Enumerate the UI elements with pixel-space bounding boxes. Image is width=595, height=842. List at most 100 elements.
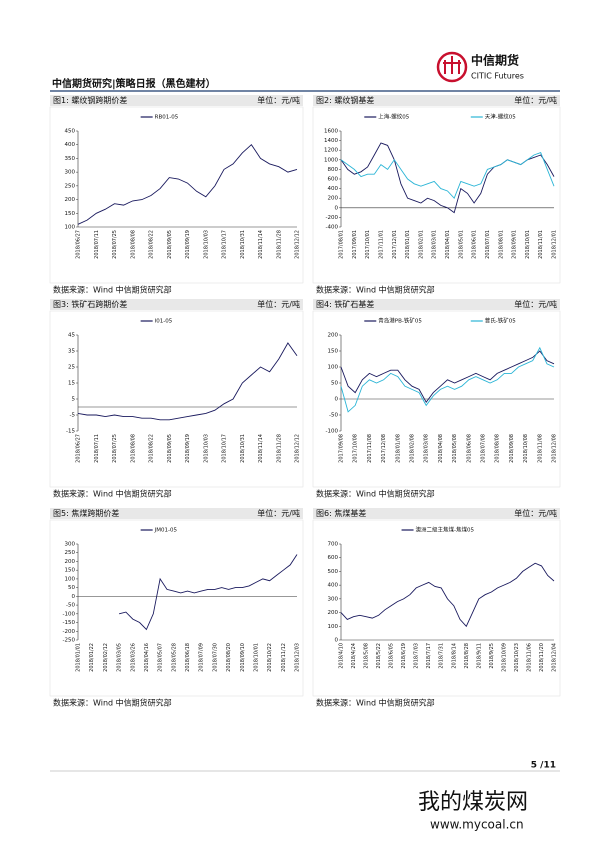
x-tick-label: 2018/06/18	[185, 643, 191, 672]
x-tick-label: 2018/6/19	[401, 643, 407, 669]
figure-source: 数据来源：Wind 中信期货研究部	[316, 489, 435, 499]
y-tick-label: 35	[68, 349, 75, 355]
series-line	[340, 346, 555, 413]
figure-title: 图4: 铁矿石基差	[316, 299, 374, 309]
series-line	[340, 152, 555, 200]
x-tick-label: 2018/09/10	[240, 643, 246, 672]
y-tick-label: 1000	[324, 157, 338, 163]
y-tick-label: 800	[328, 167, 339, 173]
x-tick-label: 2018/11/28	[276, 230, 282, 259]
y-tick-label: 300	[65, 170, 76, 176]
x-tick-label: 2018/01/08	[395, 434, 401, 463]
chart-frame	[49, 519, 304, 697]
x-tick-label: 2018/11/28	[276, 434, 282, 463]
x-tick-label: 2018/02/08	[410, 434, 416, 463]
series-line	[340, 350, 555, 404]
y-tick-label: 0	[335, 205, 339, 211]
x-tick-label: 2018/03/01	[432, 230, 438, 259]
legend-label: RB01-05	[155, 115, 179, 121]
y-tick-label: 600	[328, 555, 339, 561]
figure-source: 数据来源：Wind 中信期货研究部	[53, 489, 172, 499]
y-tick-label: 100	[65, 576, 76, 582]
y-tick-label: -250	[63, 638, 76, 644]
x-tick-label: 2018/08/08	[130, 230, 136, 259]
x-tick-label: 2018/10/23	[514, 643, 520, 672]
y-tick-label: 50	[331, 381, 338, 387]
legend-label: 青岛港PB-铁矿05	[378, 317, 422, 325]
series-line	[340, 142, 555, 214]
figure-title-bar	[313, 299, 560, 310]
figure-unit: 单位：元/吨	[514, 508, 557, 518]
x-tick-label: 2018/02/01	[418, 230, 424, 259]
y-tick-label: 150	[328, 349, 339, 355]
y-tick-label: 450	[65, 129, 76, 135]
y-tick-label: 100	[65, 225, 76, 231]
legend-label: 天津-螺纹05	[485, 113, 516, 121]
figure-unit: 单位：元/吨	[257, 508, 300, 518]
x-tick-label: 2018/11/12	[281, 643, 287, 672]
x-tick-label: 2018/03/26	[130, 643, 136, 672]
y-tick-label: 500	[328, 569, 339, 575]
page-number: 5 /11	[531, 761, 556, 771]
y-tick-label: 1400	[324, 138, 338, 144]
y-tick-label: -5	[70, 413, 76, 419]
y-tick-label: 100	[328, 624, 339, 630]
figure-source: 数据来源：Wind 中信期货研究部	[53, 698, 172, 708]
x-tick-label: 2018/05/07	[158, 643, 164, 672]
x-tick-label: 2018/08/22	[149, 434, 155, 463]
legend-label: 上海-螺纹05	[378, 113, 409, 121]
x-tick-label: 2017/10/08	[353, 434, 359, 463]
x-tick-label: 2018/07/01	[485, 230, 491, 259]
y-tick-label: 100	[328, 365, 339, 371]
y-tick-label: 0	[335, 397, 339, 403]
series-line	[77, 342, 298, 421]
x-tick-label: 2018/5/22	[376, 643, 382, 669]
legend-label: JM01-05	[154, 528, 178, 534]
x-tick-label: 2018/09/08	[509, 434, 515, 463]
x-tick-label: 2018/07/09	[199, 643, 205, 672]
x-tick-label: 2018/10/17	[222, 230, 228, 259]
chart-frame	[49, 310, 304, 488]
x-tick-label: 2018/12/12	[295, 230, 301, 259]
x-tick-label: 2018/7/31	[439, 643, 445, 669]
y-tick-label: 1200	[324, 148, 338, 154]
x-tick-label: 2018/03/05	[117, 643, 123, 672]
y-tick-label: 350	[65, 156, 76, 162]
series-line	[340, 562, 555, 628]
x-tick-label: 2018/10/17	[222, 434, 228, 463]
y-tick-label: 200	[65, 559, 76, 565]
y-tick-label: 250	[65, 183, 76, 189]
y-tick-label: 200	[328, 196, 339, 202]
figure-title-bar	[50, 508, 303, 519]
x-tick-label: 2018/8/28	[464, 643, 470, 669]
x-tick-label: 2018/06/27	[76, 230, 82, 259]
y-tick-label: 300	[65, 542, 76, 548]
x-tick-label: 2018/10/03	[203, 230, 209, 259]
y-tick-label: 700	[328, 542, 339, 548]
series-line	[118, 554, 298, 631]
x-tick-label: 2018/7/17	[426, 643, 432, 669]
series-line	[77, 144, 298, 225]
x-tick-label: 2018/12/03	[295, 643, 301, 672]
x-tick-label: 2018/07/08	[481, 434, 487, 463]
figure-source: 数据来源：Wind 中信期货研究部	[316, 285, 435, 295]
x-tick-label: 2018/02/12	[103, 643, 109, 672]
x-tick-label: 2017/09/08	[339, 434, 345, 463]
x-tick-label: 2018/07/30	[212, 643, 218, 672]
x-tick-label: 2018/5/08	[364, 643, 370, 669]
y-tick-label: -200	[63, 629, 76, 635]
x-tick-label: 2018/08/20	[226, 643, 232, 672]
figure-unit: 单位：元/吨	[257, 299, 300, 309]
x-tick-label: 2018/12/12	[295, 434, 301, 463]
x-tick-label: 2018/11/01	[538, 230, 544, 259]
x-tick-label: 2018/06/27	[76, 434, 82, 463]
y-tick-label: 200	[65, 197, 76, 203]
x-tick-label: 2018/11/06	[526, 643, 532, 672]
x-tick-label: 2018/08/01	[498, 230, 504, 259]
x-tick-label: 2017/08/01	[339, 230, 345, 259]
x-tick-label: 2018/4/10	[339, 643, 345, 669]
y-tick-label: 150	[65, 568, 76, 574]
y-tick-label: -50	[66, 603, 75, 609]
x-tick-label: 2018/04/01	[445, 230, 451, 259]
